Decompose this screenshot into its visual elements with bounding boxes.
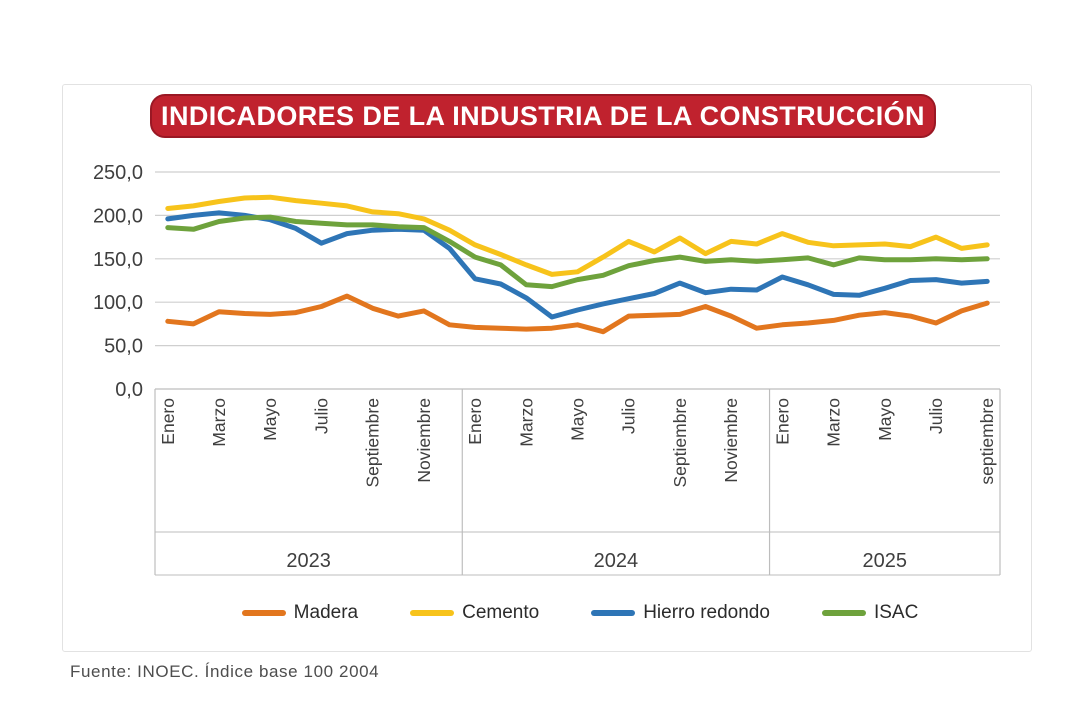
y-tick-label: 50,0 (104, 336, 143, 358)
x-tick-label: Noviembre (414, 398, 434, 483)
x-tick-label: Marzo (209, 398, 229, 447)
cemento-line-swatch-icon (410, 610, 455, 616)
x-tick-label: septiembre (977, 398, 997, 485)
legend-item-cemento: Cemento (410, 602, 539, 624)
x-tick-label: Septiembre (670, 398, 690, 488)
isac-line-swatch-icon (821, 610, 866, 616)
series-line-cemento (165, 194, 990, 277)
x-tick-label: Mayo (875, 398, 895, 441)
chart-title-banner: INDICADORES DE LA INDUSTRIA DE LA CONSTR… (150, 94, 936, 138)
x-tick-label: Noviembre (721, 398, 741, 483)
x-tick-label: Mayo (568, 398, 588, 441)
x-tick-label: Enero (158, 398, 178, 445)
y-tick-label: 150,0 (93, 249, 143, 271)
x-tick-label: Marzo (824, 398, 844, 447)
series-line-isac (165, 214, 990, 290)
madera-line-swatch-icon (241, 610, 286, 616)
source-note: Fuente: INOEC. Índice base 100 2004 (70, 662, 380, 681)
y-tick-label: 0,0 (115, 379, 143, 401)
y-tick-label: 100,0 (93, 292, 143, 314)
legend-item-isac: ISAC (821, 602, 919, 624)
hierro-redondo-line-swatch-icon (591, 610, 636, 616)
x-tick-label: Septiembre (363, 398, 383, 488)
x-tick-label: Enero (465, 398, 485, 445)
year-label: 2025 (863, 550, 908, 572)
series-line-hierro-redondo (165, 210, 990, 320)
legend-item-hierro-redondo: Hierro redondo (591, 602, 770, 624)
chart-frame (62, 84, 1032, 652)
y-tick-label: 200,0 (93, 205, 143, 227)
x-tick-label: Julio (619, 398, 639, 434)
legend-label-hierro-redondo: Hierro redondo (643, 602, 770, 623)
x-tick-label: Julio (311, 398, 331, 434)
legend-item-madera: Madera (241, 602, 359, 624)
year-label: 2023 (286, 550, 331, 572)
x-tick-label: Enero (772, 398, 792, 445)
year-label: 2024 (594, 550, 639, 572)
chart-legend: Madera Cemento Hierro redondo ISAC (155, 598, 1005, 628)
legend-label-cemento: Cemento (462, 602, 540, 623)
x-tick-label: Mayo (260, 398, 280, 441)
x-tick-label: Marzo (516, 398, 536, 447)
legend-label-isac: ISAC (873, 602, 919, 623)
x-tick-label: Julio (926, 398, 946, 434)
legend-label-madera: Madera (293, 602, 359, 623)
y-tick-label: 250,0 (93, 162, 143, 184)
series-line-madera (165, 293, 990, 335)
chart-title-text: INDICADORES DE LA INDUSTRIA DE LA CONSTR… (161, 100, 925, 131)
